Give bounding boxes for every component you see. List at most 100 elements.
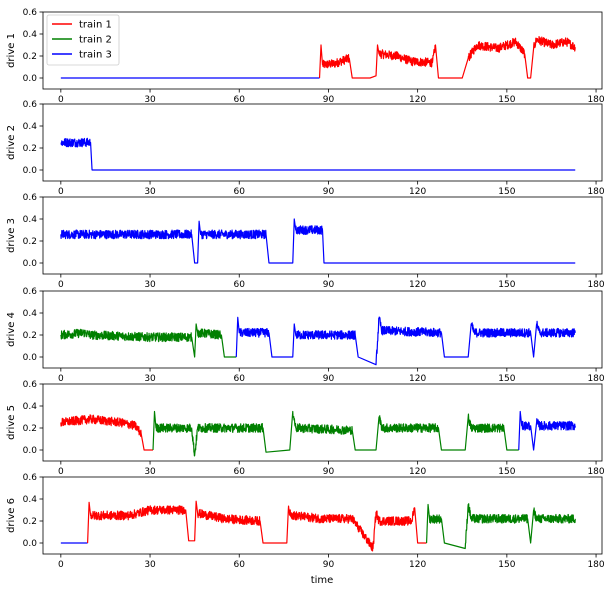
legend-entry: train 1 (79, 20, 112, 31)
y-axis-label: drive 4 (6, 312, 17, 347)
y-tick-label: 0.2 (23, 144, 37, 154)
x-tick-label: 60 (234, 95, 246, 105)
series-lines (60, 500, 576, 552)
x-tick-label: 60 (234, 187, 246, 197)
series-line-train-2 (60, 323, 237, 358)
x-axis-label: time (311, 575, 334, 586)
y-tick-label: 0.0 (23, 259, 38, 269)
plot-frame (42, 103, 603, 182)
x-tick-label: 90 (323, 374, 335, 384)
subplot-6: 0.0 0.2 0.4 0.6 0 30 60 90 120 150 180 drive 6 (6, 473, 605, 570)
y-tick-label: 0.0 (23, 166, 38, 176)
y-tick-label: 0.2 (23, 517, 37, 527)
y-tick-label: 0.0 (23, 353, 38, 363)
x-tick-label: 120 (409, 95, 426, 105)
plot-frame (42, 383, 603, 462)
x-tick-label: 0 (58, 95, 64, 105)
x-tick-label: 30 (144, 187, 156, 197)
plot-frame (42, 290, 603, 369)
x-tick-label: 30 (144, 560, 156, 570)
legend-entry: train 3 (79, 50, 112, 61)
x-tick-label: 150 (498, 374, 515, 384)
x-tick-label: 90 (323, 95, 335, 105)
plot-frame (42, 11, 603, 90)
x-tick-label: 90 (323, 187, 335, 197)
y-tick-label: 0.4 (23, 402, 38, 412)
y-axis-label: drive 1 (6, 33, 17, 68)
x-tick-label: 90 (323, 467, 335, 477)
x-tick-label: 90 (323, 280, 335, 290)
y-tick-label: 0.6 (23, 287, 38, 297)
x-tick-label: 0 (58, 374, 64, 384)
x-tick-label: 60 (234, 374, 246, 384)
x-tick-label: 120 (409, 374, 426, 384)
y-tick-label: 0.2 (23, 424, 37, 434)
x-tick-label: 30 (144, 374, 156, 384)
x-tick-label: 180 (587, 467, 604, 477)
x-tick-label: 180 (587, 280, 604, 290)
x-tick-label: 60 (234, 560, 246, 570)
series-line-train-3 (60, 218, 576, 264)
series-lines (60, 35, 576, 79)
series-line-train-3 (235, 316, 576, 366)
subplot-5: 0.0 0.2 0.4 0.6 0 30 60 90 120 150 180 drive 5 (6, 380, 605, 477)
plot-frame (42, 476, 603, 555)
series-line-train-1 (60, 414, 154, 451)
x-tick-label: 0 (58, 187, 64, 197)
series-line-train-3 (518, 410, 576, 451)
series-line-train-1 (87, 500, 427, 552)
x-tick-label: 0 (58, 467, 64, 477)
series-lines (60, 316, 576, 366)
y-tick-label: 0.6 (23, 8, 38, 18)
series-line-train-1 (318, 35, 576, 79)
y-tick-label: 0.4 (23, 122, 38, 132)
y-tick-label: 0.0 (23, 446, 38, 456)
y-tick-label: 0.0 (23, 539, 38, 549)
y-tick-label: 0.6 (23, 100, 38, 110)
subplot-2: 0.0 0.2 0.4 0.6 0 30 60 90 120 150 180 drive 2 (6, 100, 605, 197)
x-tick-label: 180 (587, 374, 604, 384)
x-tick-label: 120 (409, 280, 426, 290)
y-axis-label: drive 2 (6, 125, 17, 160)
y-tick-label: 0.6 (23, 473, 38, 483)
y-tick-label: 0.4 (23, 309, 38, 319)
y-tick-label: 0.2 (23, 52, 37, 62)
legend-box (46, 14, 120, 66)
subplot-4: 0.0 0.2 0.4 0.6 0 30 60 90 120 150 180 drive 4 (6, 287, 605, 384)
x-tick-label: 60 (234, 280, 246, 290)
x-tick-label: 0 (58, 280, 64, 290)
x-tick-label: 150 (498, 560, 515, 570)
y-tick-label: 0.6 (23, 380, 38, 390)
series-line-train-3 (60, 137, 576, 171)
series-lines (60, 410, 576, 457)
x-tick-label: 30 (144, 280, 156, 290)
x-tick-label: 180 (587, 95, 604, 105)
y-tick-label: 0.4 (23, 30, 38, 40)
legend-entry: train 2 (79, 35, 112, 46)
y-tick-label: 0.6 (23, 193, 38, 203)
y-tick-label: 0.2 (23, 331, 37, 341)
plot-frame (42, 196, 603, 275)
y-axis-label: drive 3 (6, 218, 17, 253)
x-tick-label: 60 (234, 467, 246, 477)
x-tick-label: 150 (498, 95, 515, 105)
y-tick-label: 0.4 (23, 495, 38, 505)
x-tick-label: 0 (58, 560, 64, 570)
x-tick-label: 90 (323, 560, 335, 570)
y-tick-label: 0.2 (23, 237, 37, 247)
subplot-3: 0.0 0.2 0.4 0.6 0 30 60 90 120 150 180 drive 3 (6, 193, 605, 290)
legend: train 1 train 2 train 3 (46, 14, 120, 66)
x-tick-label: 150 (498, 467, 515, 477)
x-tick-label: 120 (409, 187, 426, 197)
y-tick-label: 0.0 (23, 74, 38, 84)
x-tick-label: 120 (409, 467, 426, 477)
series-lines (60, 137, 576, 171)
series-line-train-2 (152, 410, 519, 457)
x-tick-label: 30 (144, 467, 156, 477)
series-line-train-2 (425, 503, 576, 550)
x-tick-label: 150 (498, 280, 515, 290)
x-tick-label: 150 (498, 187, 515, 197)
x-tick-label: 30 (144, 95, 156, 105)
